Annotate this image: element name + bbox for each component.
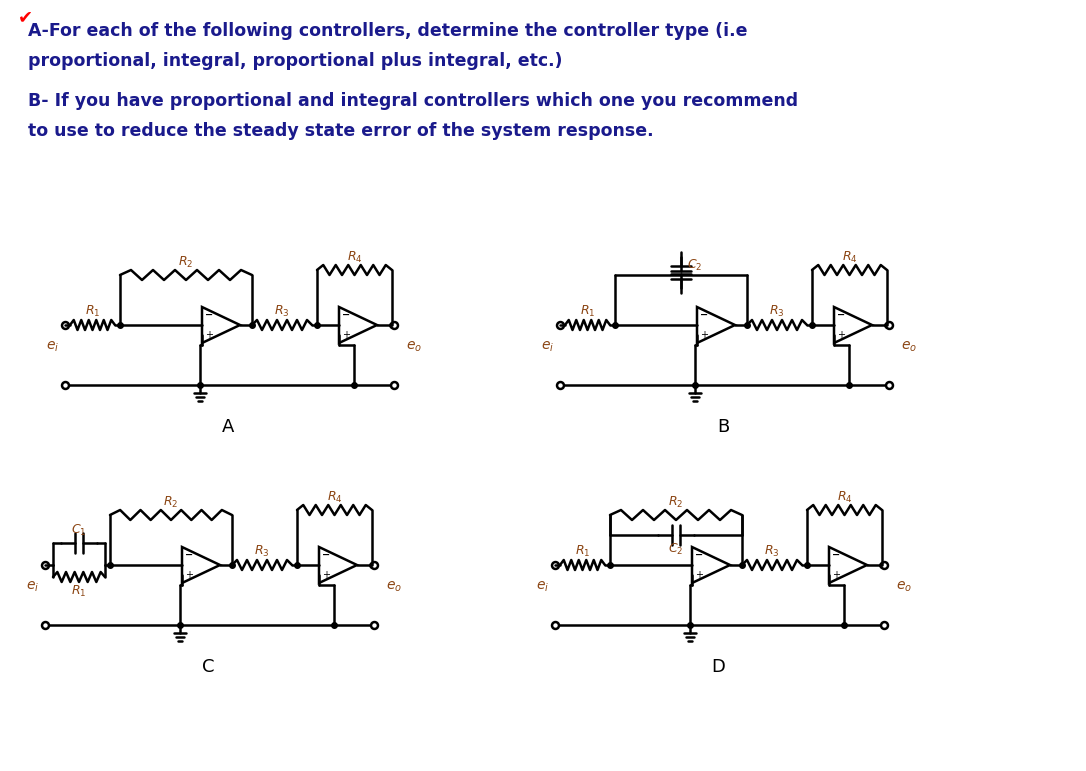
Text: $R_4$: $R_4$ — [836, 490, 853, 504]
Text: $R_4$: $R_4$ — [327, 490, 342, 504]
Text: C: C — [202, 658, 215, 676]
Text: to use to reduce the steady state error of the system response.: to use to reduce the steady state error … — [28, 122, 654, 140]
Text: proportional, integral, proportional plus integral, etc.): proportional, integral, proportional plu… — [28, 52, 563, 70]
Text: $R_2$: $R_2$ — [163, 494, 179, 510]
Text: −: − — [837, 310, 845, 320]
Text: $R_2$: $R_2$ — [668, 494, 684, 510]
Text: +: + — [342, 330, 350, 340]
Text: D: D — [711, 658, 725, 676]
Text: −: − — [832, 550, 841, 560]
Text: $R_1$: $R_1$ — [574, 544, 590, 558]
Text: −: − — [695, 550, 703, 560]
Text: A-For each of the following controllers, determine the controller type (i.e: A-For each of the following controllers,… — [28, 22, 747, 40]
Text: −: − — [700, 310, 708, 320]
Text: $R_1$: $R_1$ — [72, 584, 87, 598]
Text: +: + — [700, 330, 708, 340]
Text: $e_i$: $e_i$ — [26, 580, 39, 594]
Text: +: + — [205, 330, 213, 340]
Text: $e_i$: $e_i$ — [47, 340, 60, 354]
Text: $R_2$: $R_2$ — [178, 254, 193, 270]
Text: $R_1$: $R_1$ — [85, 304, 100, 318]
Text: B- If you have proportional and integral controllers which one you recommend: B- If you have proportional and integral… — [28, 92, 798, 110]
Text: +: + — [832, 570, 839, 580]
Text: $R_3$: $R_3$ — [769, 304, 785, 318]
Text: $R_4$: $R_4$ — [842, 250, 857, 264]
Text: $C_2$: $C_2$ — [687, 258, 703, 273]
Text: −: − — [185, 550, 193, 560]
Text: $R_3$: $R_3$ — [275, 304, 290, 318]
Text: +: + — [695, 570, 703, 580]
Text: $R_3$: $R_3$ — [765, 544, 780, 558]
Text: $C_2$: $C_2$ — [668, 541, 684, 557]
Text: $e_i$: $e_i$ — [542, 340, 555, 354]
Text: $e_o$: $e_o$ — [406, 340, 422, 354]
Text: B: B — [718, 418, 730, 436]
Text: $e_o$: $e_o$ — [901, 340, 917, 354]
Text: −: − — [342, 310, 350, 320]
Text: $C_1$: $C_1$ — [72, 523, 87, 537]
Text: $e_o$: $e_o$ — [896, 580, 912, 594]
Text: +: + — [323, 570, 330, 580]
Text: ✔: ✔ — [18, 8, 34, 26]
Text: $R_1$: $R_1$ — [580, 304, 595, 318]
Text: −: − — [205, 310, 213, 320]
Text: +: + — [185, 570, 193, 580]
Text: $R_3$: $R_3$ — [254, 544, 269, 558]
Text: $e_o$: $e_o$ — [386, 580, 402, 594]
Text: −: − — [321, 550, 330, 560]
Text: A: A — [223, 418, 235, 436]
Text: $R_4$: $R_4$ — [346, 250, 363, 264]
Text: +: + — [837, 330, 845, 340]
Text: $e_i$: $e_i$ — [536, 580, 550, 594]
